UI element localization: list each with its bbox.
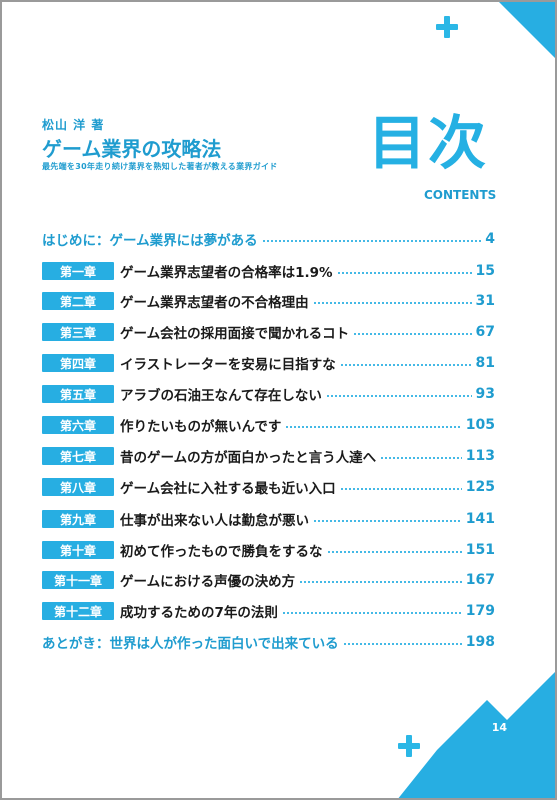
chapter-chip: 第一章 bbox=[42, 262, 114, 280]
leader-dots bbox=[285, 426, 462, 428]
toc-outro-page: 198 bbox=[465, 634, 495, 650]
chapter-title: イラストレーターを安易に目指すな bbox=[120, 357, 336, 373]
leader-dots bbox=[380, 457, 462, 459]
chapter-chip: 第八章 bbox=[42, 478, 114, 496]
chapter-title: 仕事が出来ない人は勤怠が悪い bbox=[120, 513, 309, 529]
author: 松山 洋 著 bbox=[42, 118, 105, 132]
chapter-page: 141 bbox=[465, 511, 495, 527]
chapter-page: 67 bbox=[475, 324, 495, 340]
toc-chapter-row[interactable]: 第七章 昔のゲームの方が面白かったと言う人達へ 113 bbox=[42, 445, 495, 467]
chapter-title: アラブの石油王なんて存在しない bbox=[120, 388, 322, 404]
leader-dots bbox=[336, 272, 472, 274]
book-subtitle: 最先端を30年走り続け業界を熟知した著者が教える業界ガイド bbox=[42, 162, 278, 171]
leader-dots bbox=[281, 612, 462, 614]
chapter-page: 113 bbox=[465, 448, 495, 464]
chapter-chip: 第十章 bbox=[42, 541, 114, 559]
chapter-title: 成功するための7年の法則 bbox=[120, 605, 278, 621]
leader-dots bbox=[299, 581, 462, 583]
toc-chapter-row[interactable]: 第十一章 ゲームにおける声優の決め方 167 bbox=[42, 569, 495, 591]
toc-outro-row[interactable]: あとがき：世界は人が作った面白いで出来ている 198 bbox=[42, 631, 495, 653]
chapter-title: ゲームにおける声優の決め方 bbox=[120, 574, 296, 590]
chapter-page: 167 bbox=[465, 572, 495, 588]
contents-label: CONTENTS bbox=[424, 188, 497, 202]
toc-outro-label: あとがき：世界は人が作った面白いで出来ている bbox=[42, 636, 339, 652]
chapter-title: 初めて作ったもので勝負をするな bbox=[120, 544, 323, 560]
leader-dots bbox=[325, 395, 472, 397]
chapter-page: 15 bbox=[475, 263, 495, 279]
plus-icon bbox=[398, 735, 420, 757]
chapter-page: 179 bbox=[465, 603, 495, 619]
chapter-chip: 第十二章 bbox=[42, 602, 114, 620]
toc-intro-label: はじめに：ゲーム業界には夢がある bbox=[42, 233, 258, 249]
chapter-page: 31 bbox=[475, 293, 495, 309]
leader-dots bbox=[339, 488, 462, 490]
chapter-page: 81 bbox=[475, 355, 495, 371]
chapter-chip: 第七章 bbox=[42, 447, 114, 465]
toc-chapter-row[interactable]: 第三章 ゲーム会社の採用面接で聞かれるコト 67 bbox=[42, 321, 495, 343]
plus-icon bbox=[436, 16, 458, 38]
chapter-chip: 第三章 bbox=[42, 323, 114, 341]
corner-decoration-top bbox=[499, 2, 555, 58]
leader-dots bbox=[313, 520, 462, 522]
chapter-chip: 第二章 bbox=[42, 292, 114, 310]
toc-chapter-row[interactable]: 第一章 ゲーム業界志望者の合格率は1.9% 15 bbox=[42, 260, 495, 282]
chapter-chip: 第十一章 bbox=[42, 571, 114, 589]
toc-intro-page: 4 bbox=[485, 231, 495, 247]
book-title: ゲーム業界の攻略法 bbox=[42, 137, 222, 161]
chapter-page: 105 bbox=[465, 417, 495, 433]
leader-dots bbox=[261, 240, 482, 242]
leader-dots bbox=[339, 364, 472, 366]
toc-chapter-row[interactable]: 第八章 ゲーム会社に入社する最も近い入口 125 bbox=[42, 476, 495, 498]
chapter-title: ゲーム業界志望者の合格率は1.9% bbox=[120, 265, 333, 281]
chapter-page: 93 bbox=[475, 386, 495, 402]
chapter-title: 昔のゲームの方が面白かったと言う人達へ bbox=[120, 450, 377, 466]
toc-chapter-row[interactable]: 第二章 ゲーム業界志望者の不合格理由 31 bbox=[42, 290, 495, 312]
toc-chapter-row[interactable]: 第六章 作りたいものが無いんです 105 bbox=[42, 414, 495, 436]
chapter-chip: 第六章 bbox=[42, 416, 114, 434]
mokuji-heading: 目次 bbox=[368, 109, 489, 177]
chapter-page: 125 bbox=[465, 479, 495, 495]
chapter-title: ゲーム会社の採用面接で聞かれるコト bbox=[120, 326, 350, 342]
toc-chapter-row[interactable]: 第九章 仕事が出来ない人は勤怠が悪い 141 bbox=[42, 508, 495, 530]
page-number: 14 bbox=[491, 721, 507, 734]
chapter-chip: 第五章 bbox=[42, 385, 114, 403]
leader-dots bbox=[312, 302, 472, 304]
leader-dots bbox=[353, 333, 472, 335]
chapter-chip: 第四章 bbox=[42, 354, 114, 372]
toc-chapter-row[interactable]: 第十章 初めて作ったもので勝負をするな 151 bbox=[42, 539, 495, 561]
leader-dots bbox=[342, 643, 462, 645]
leader-dots bbox=[326, 551, 462, 553]
toc-intro-row[interactable]: はじめに：ゲーム業界には夢がある 4 bbox=[42, 228, 495, 250]
chapter-chip: 第九章 bbox=[42, 510, 114, 528]
chapter-title: ゲーム業界志望者の不合格理由 bbox=[120, 295, 309, 311]
corner-decoration-bottom bbox=[398, 672, 555, 798]
toc-chapter-row[interactable]: 第五章 アラブの石油王なんて存在しない 93 bbox=[42, 383, 495, 405]
chapter-title: ゲーム会社に入社する最も近い入口 bbox=[120, 481, 336, 497]
toc-chapter-row[interactable]: 第四章 イラストレーターを安易に目指すな 81 bbox=[42, 352, 495, 374]
chapter-page: 151 bbox=[465, 542, 495, 558]
toc-chapter-row[interactable]: 第十二章 成功するための7年の法則 179 bbox=[42, 600, 495, 622]
chapter-title: 作りたいものが無いんです bbox=[120, 419, 282, 435]
